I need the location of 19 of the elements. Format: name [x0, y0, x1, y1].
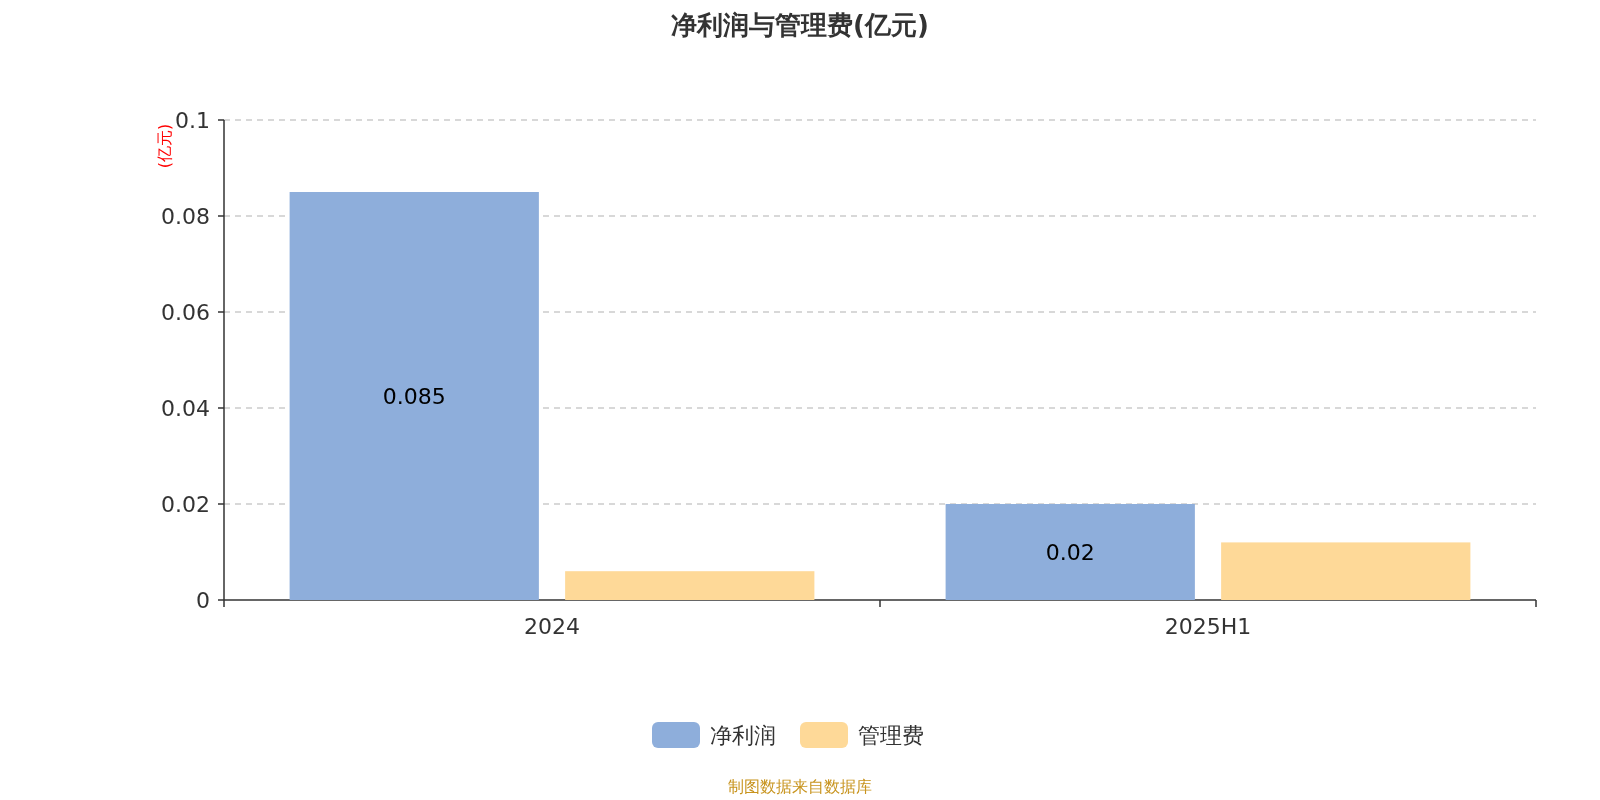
- legend-label: 管理费: [858, 723, 924, 748]
- y-tick-label: 0.06: [161, 300, 210, 325]
- y-tick-label: 0.08: [161, 204, 210, 229]
- data-label: 0.02: [1045, 540, 1095, 565]
- x-tick-label: 2025H1: [1164, 614, 1252, 639]
- text: 制图数据来自数据库: [728, 777, 872, 796]
- bar: [945, 504, 1195, 600]
- data-label: 0.085: [382, 384, 446, 409]
- y-tick-label: 0.1: [175, 108, 210, 133]
- legend-label: 净利润: [710, 723, 776, 748]
- x-tick-label: 2024: [524, 614, 580, 639]
- chart-title: 净利润与管理费(亿元): [671, 10, 929, 40]
- bar: [1221, 542, 1471, 600]
- y-tick-label: 0.04: [161, 396, 210, 421]
- y-axis-title: (亿元): [155, 123, 174, 169]
- bar: [289, 192, 539, 600]
- bar: [565, 571, 815, 600]
- y-tick-label: 0: [196, 588, 210, 613]
- y-tick-label: 0.02: [161, 492, 210, 517]
